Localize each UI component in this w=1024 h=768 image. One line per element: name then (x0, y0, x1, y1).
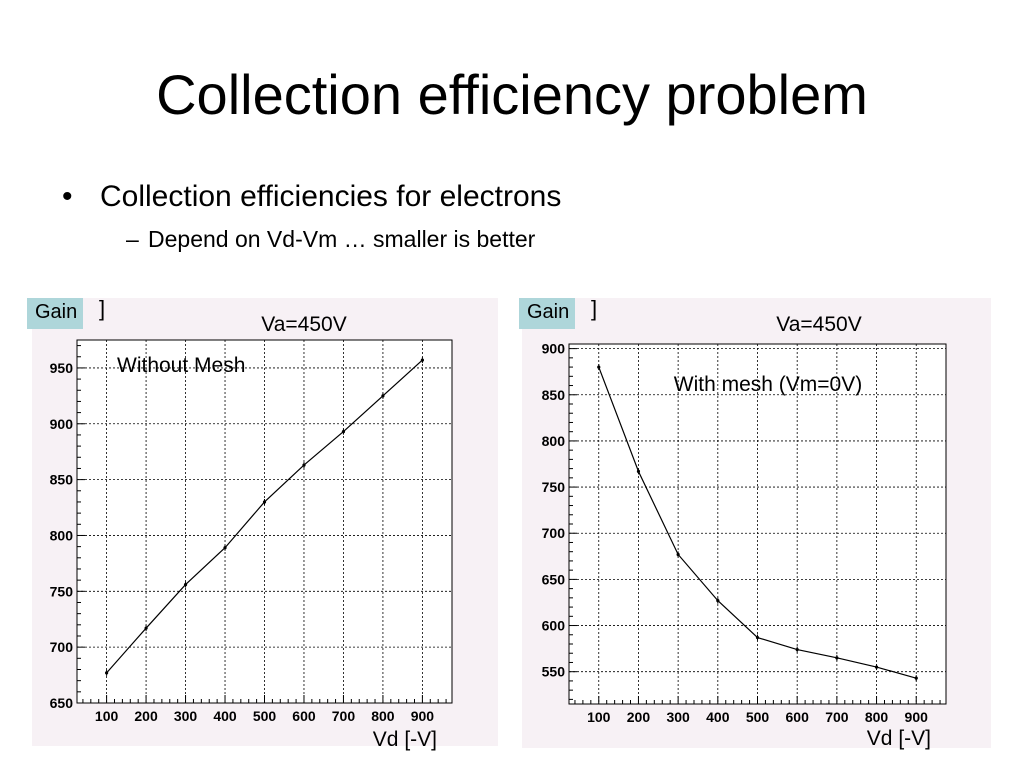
x-tick-label: 700 (825, 709, 849, 725)
y-tick-label: 550 (542, 664, 566, 680)
x-tick-label: 200 (627, 709, 651, 725)
x-tick-label: 100 (95, 708, 119, 724)
bullet-level-2: – Depend on Vd-Vm … smaller is better (126, 226, 535, 253)
y-tick-label: 900 (50, 416, 74, 432)
y-tick-label: 650 (50, 695, 74, 711)
series-label: With mesh (Vm=0V) (674, 373, 862, 396)
x-tick-label: 600 (786, 709, 810, 725)
gain-vs-vd-chart-with-mesh: 100 200 300 400 500 600 700 800 900 550 600 650 700 7… (542, 313, 947, 750)
y-tick-label: 850 (50, 472, 74, 488)
bullet-dot-icon: • (62, 180, 73, 213)
slide-title: Collection efficiency problem (156, 63, 868, 126)
x-axis-label: Vd [-V] (373, 728, 437, 751)
gain-vs-vd-chart-without-mesh: 100 200 300 400 500 600 700 800 900 650 700 750 800 8… (50, 313, 453, 751)
bullet-dash-icon: – (126, 226, 139, 252)
plot-panel-without-mesh: 100 200 300 400 500 600 700 800 900 650 700 750 800 8… (32, 298, 498, 751)
data-point (636, 469, 641, 473)
data-point (874, 665, 879, 669)
data-point (105, 671, 109, 675)
y-tick-label: 700 (50, 639, 74, 655)
voltage-annotation: Va=450V (261, 313, 346, 336)
data-point (755, 635, 760, 640)
x-tick-label: 900 (905, 709, 929, 725)
y-tick-label: 900 (542, 341, 566, 357)
y-tick-label: 750 (50, 583, 74, 599)
data-point (835, 656, 839, 660)
data-point (381, 394, 385, 398)
y-tick-label: 800 (50, 527, 74, 543)
x-tick-label: 400 (706, 709, 730, 725)
data-point (795, 647, 799, 652)
x-tick-label: 300 (174, 708, 198, 724)
data-point (341, 429, 346, 434)
series-label: Without Mesh (117, 354, 245, 377)
y-axis-unit-bracket: ] (99, 296, 106, 321)
x-tick-label: 600 (292, 708, 316, 724)
x-axis-label: Vd [-V] (867, 727, 931, 750)
data-point (302, 463, 306, 467)
x-tick-label: 500 (253, 708, 277, 724)
x-tick-label: 300 (666, 709, 690, 725)
y-tick-label: 650 (542, 571, 566, 587)
x-tick-label: 800 (371, 708, 395, 724)
data-point (914, 676, 918, 680)
bullet-text: Collection efficiencies for electrons (100, 180, 562, 213)
x-tick-label: 500 (746, 709, 770, 725)
plot-panel-with-mesh: 100 200 300 400 500 600 700 800 900 550 600 650 700 7… (522, 298, 991, 750)
y-axis-unit-bracket: ] (591, 296, 598, 321)
data-point (262, 500, 267, 504)
data-point (597, 365, 601, 369)
y-tick-label: 800 (542, 433, 566, 449)
x-tick-label: 700 (332, 708, 356, 724)
voltage-annotation: Va=450V (776, 313, 861, 336)
y-tick-label: 750 (542, 479, 566, 495)
x-tick-label: 400 (213, 708, 237, 724)
data-point (716, 599, 720, 603)
data-point (144, 626, 148, 630)
data-point (183, 583, 188, 587)
bullet-level-1: • Collection efficiencies for electrons (62, 180, 561, 214)
x-tick-label: 100 (587, 709, 611, 725)
y-tick-label: 700 (542, 525, 566, 541)
y-axis-label-badge: Gain (519, 298, 576, 329)
y-tick-label: 950 (50, 360, 74, 376)
data-point (420, 358, 424, 362)
x-tick-label: 800 (865, 709, 889, 725)
bullet-text: Depend on Vd-Vm … smaller is better (148, 226, 536, 252)
data-point (223, 546, 227, 550)
y-axis-label-badge: Gain (27, 298, 84, 329)
x-tick-label: 900 (411, 708, 435, 724)
x-tick-label: 200 (134, 708, 158, 724)
data-point (676, 552, 680, 557)
y-tick-label: 600 (542, 618, 566, 634)
y-tick-label: 850 (542, 387, 566, 403)
